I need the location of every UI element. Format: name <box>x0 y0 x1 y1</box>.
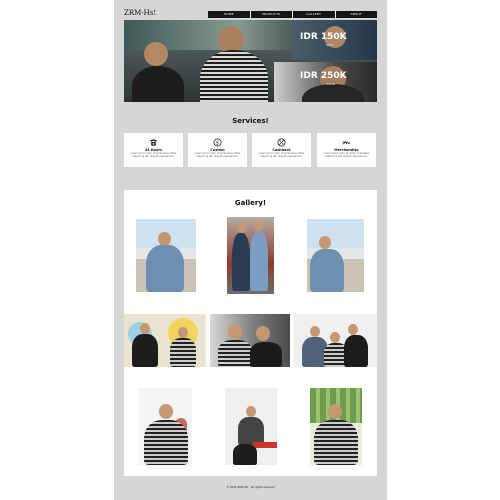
photo-head <box>254 221 263 231</box>
phone-icon <box>149 139 158 146</box>
gallery-photo-9[interactable] <box>310 388 362 465</box>
photo-body <box>218 340 252 367</box>
hero-banner: IDR 150K tshirt IDR 250K Hoodie <box>124 20 377 102</box>
photo-head <box>140 323 150 334</box>
services-title: Services! <box>232 117 269 125</box>
service-title: 24 Hours <box>144 148 163 152</box>
gallery-photo-5[interactable] <box>210 314 290 367</box>
hero-price-2-sub: Hoodie <box>326 83 336 86</box>
gallery-photo-4[interactable] <box>124 314 206 367</box>
footer-copyright: © 2024 ZRM-Hs! · All rights reserved <box>226 486 275 489</box>
photo-body <box>170 338 196 367</box>
service-card-custom[interactable]: $ Custom Lorem ipsum dolor sit amet cons… <box>188 133 247 167</box>
gallery-photo-3[interactable] <box>307 219 364 292</box>
hero-person-right <box>324 26 346 48</box>
photo-body <box>233 444 257 465</box>
nav-products[interactable]: PRODUCTS <box>251 11 293 18</box>
photo-body <box>238 417 264 445</box>
hero-price-1-sub: tshirt <box>326 44 333 47</box>
photo-head <box>256 326 270 341</box>
gallery-photo-7[interactable] <box>139 388 192 465</box>
gallery-section: Gallery! <box>124 190 377 476</box>
photo-head <box>328 404 342 419</box>
hero-person-left-body <box>132 66 184 102</box>
signature-icon <box>342 141 351 145</box>
photo-body <box>144 420 188 465</box>
hero-person-middle <box>218 26 244 54</box>
page-container: ZRM-Hs! HOME PRODUCTS GALLERY ABOUT IDR … <box>114 0 387 500</box>
photo-head <box>246 406 256 417</box>
photo-body <box>250 342 282 367</box>
service-card-merchandise[interactable]: Merchandise Lorem ipsum dolor sit amet c… <box>317 133 376 167</box>
service-desc: Lorem ipsum dolor sit amet consectetur a… <box>194 152 241 158</box>
top-nav: HOME PRODUCTS GALLERY ABOUT <box>208 11 377 18</box>
service-desc: Lorem ipsum dolor sit amet consectetur a… <box>323 152 370 158</box>
photo-head <box>319 236 331 249</box>
brand-logo[interactable]: ZRM-Hs! <box>124 9 157 17</box>
nav-home[interactable]: HOME <box>208 11 251 18</box>
photo-body <box>250 231 268 291</box>
photo-body <box>232 233 250 291</box>
photo-head <box>348 324 358 335</box>
photo-body <box>146 245 184 292</box>
service-title: Cashback <box>272 148 291 152</box>
hero-person-middle-body <box>200 50 268 102</box>
photo-head <box>158 232 171 246</box>
photo-head <box>228 324 242 339</box>
nav-about[interactable]: ABOUT <box>350 12 362 16</box>
photo-body <box>344 335 368 367</box>
hero-person-left <box>144 42 168 66</box>
service-card-24-hours[interactable]: 24 Hours Lorem ipsum dolor sit amet cons… <box>124 133 183 167</box>
svg-text:$: $ <box>216 140 219 146</box>
service-card-cashback[interactable]: Cashback Lorem ipsum dolor sit amet cons… <box>252 133 311 167</box>
photo-head <box>178 327 188 338</box>
service-desc: Lorem ipsum dolor sit amet consectetur a… <box>130 152 177 158</box>
photo-body <box>132 334 158 367</box>
gallery-photo-2[interactable] <box>227 217 274 294</box>
photo-head <box>330 332 340 343</box>
service-title: Merchandise <box>334 148 359 152</box>
hero-person-right2-body <box>302 84 364 102</box>
photo-body <box>310 249 344 292</box>
gallery-photo-6[interactable] <box>294 314 377 367</box>
gallery-title: Gallery! <box>234 199 267 207</box>
hero-price-1: IDR 150K <box>300 32 347 42</box>
photo-bench <box>253 442 277 448</box>
gallery-photo-1[interactable] <box>136 219 196 292</box>
photo-head <box>159 404 173 419</box>
photo-head <box>310 326 320 337</box>
photo-head <box>237 223 246 233</box>
gallery-photo-8[interactable] <box>225 388 277 465</box>
service-title: Custom <box>210 148 225 152</box>
hero-price-2: IDR 250K <box>300 71 347 81</box>
photo-body <box>314 420 358 465</box>
service-desc: Lorem ipsum dolor sit amet consectetur a… <box>258 152 305 158</box>
cashback-icon <box>277 138 286 147</box>
dollar-icon: $ <box>213 138 222 147</box>
nav-gallery[interactable]: GALLERY <box>293 11 336 18</box>
photo-sky <box>307 219 364 249</box>
photo-body <box>302 337 328 367</box>
